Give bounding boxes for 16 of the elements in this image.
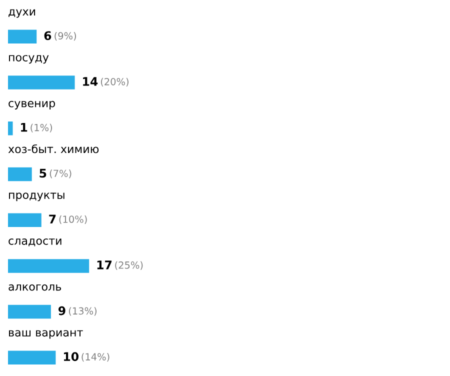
data-label: 17 (25%) [97, 260, 143, 270]
data-label: 9 (13%) [58, 306, 96, 316]
y-tick-label: ваш вариант [9, 330, 83, 339]
data-label: 7 (10%) [49, 214, 87, 224]
data-label: 6 (9%) [44, 31, 76, 41]
y-tick-label: алкоголь [8, 284, 62, 291]
y-tick-label: хоз-быт. химию [8, 144, 99, 154]
y-tick-label: духи [8, 9, 36, 18]
y-tick-label: продукты [9, 192, 64, 202]
data-label: 5 (7%) [40, 168, 72, 178]
y-tick-label: сувенир [8, 100, 55, 110]
data-label: 1 (1%) [21, 123, 52, 132]
y-tick-label: сладости [8, 238, 62, 246]
data-label: 10 (14%) [64, 352, 110, 362]
y-tick-label: посуду [9, 55, 49, 64]
data-label: 14 (20%) [83, 77, 128, 86]
